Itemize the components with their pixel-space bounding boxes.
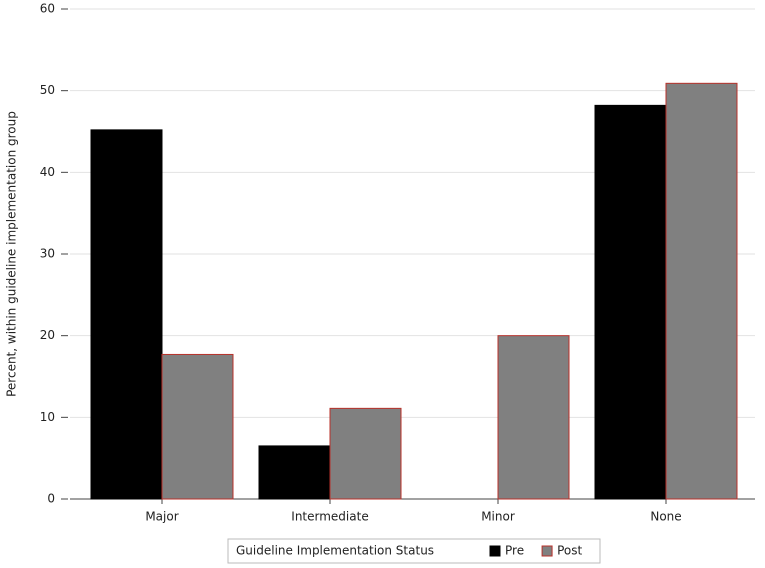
bar (329, 407, 402, 500)
bar (161, 353, 234, 500)
y-axis-label: Percent, within guideline implementation… (5, 111, 19, 397)
y-tick-label: 10 (40, 410, 55, 424)
bar (594, 104, 667, 500)
bar (90, 129, 163, 500)
y-tick-label: 50 (40, 83, 55, 97)
y-tick-label: 40 (40, 165, 55, 179)
x-tick-label: None (650, 510, 681, 524)
y-tick-label: 60 (40, 2, 55, 16)
legend-title: Guideline Implementation Status (236, 544, 434, 558)
legend-swatch (541, 545, 553, 557)
y-tick-label: 0 (47, 492, 55, 506)
legend-swatch (489, 545, 501, 557)
legend-label: Post (557, 544, 582, 558)
y-tick-label: 30 (40, 247, 55, 261)
bar (665, 82, 738, 500)
bar (497, 335, 570, 500)
x-tick-label: Major (145, 510, 178, 524)
x-tick-label: Intermediate (291, 510, 368, 524)
legend-label: Pre (505, 544, 524, 558)
x-tick-label: Minor (481, 510, 515, 524)
bar (258, 445, 331, 500)
legend-box (227, 538, 601, 564)
y-tick-label: 20 (40, 328, 55, 342)
